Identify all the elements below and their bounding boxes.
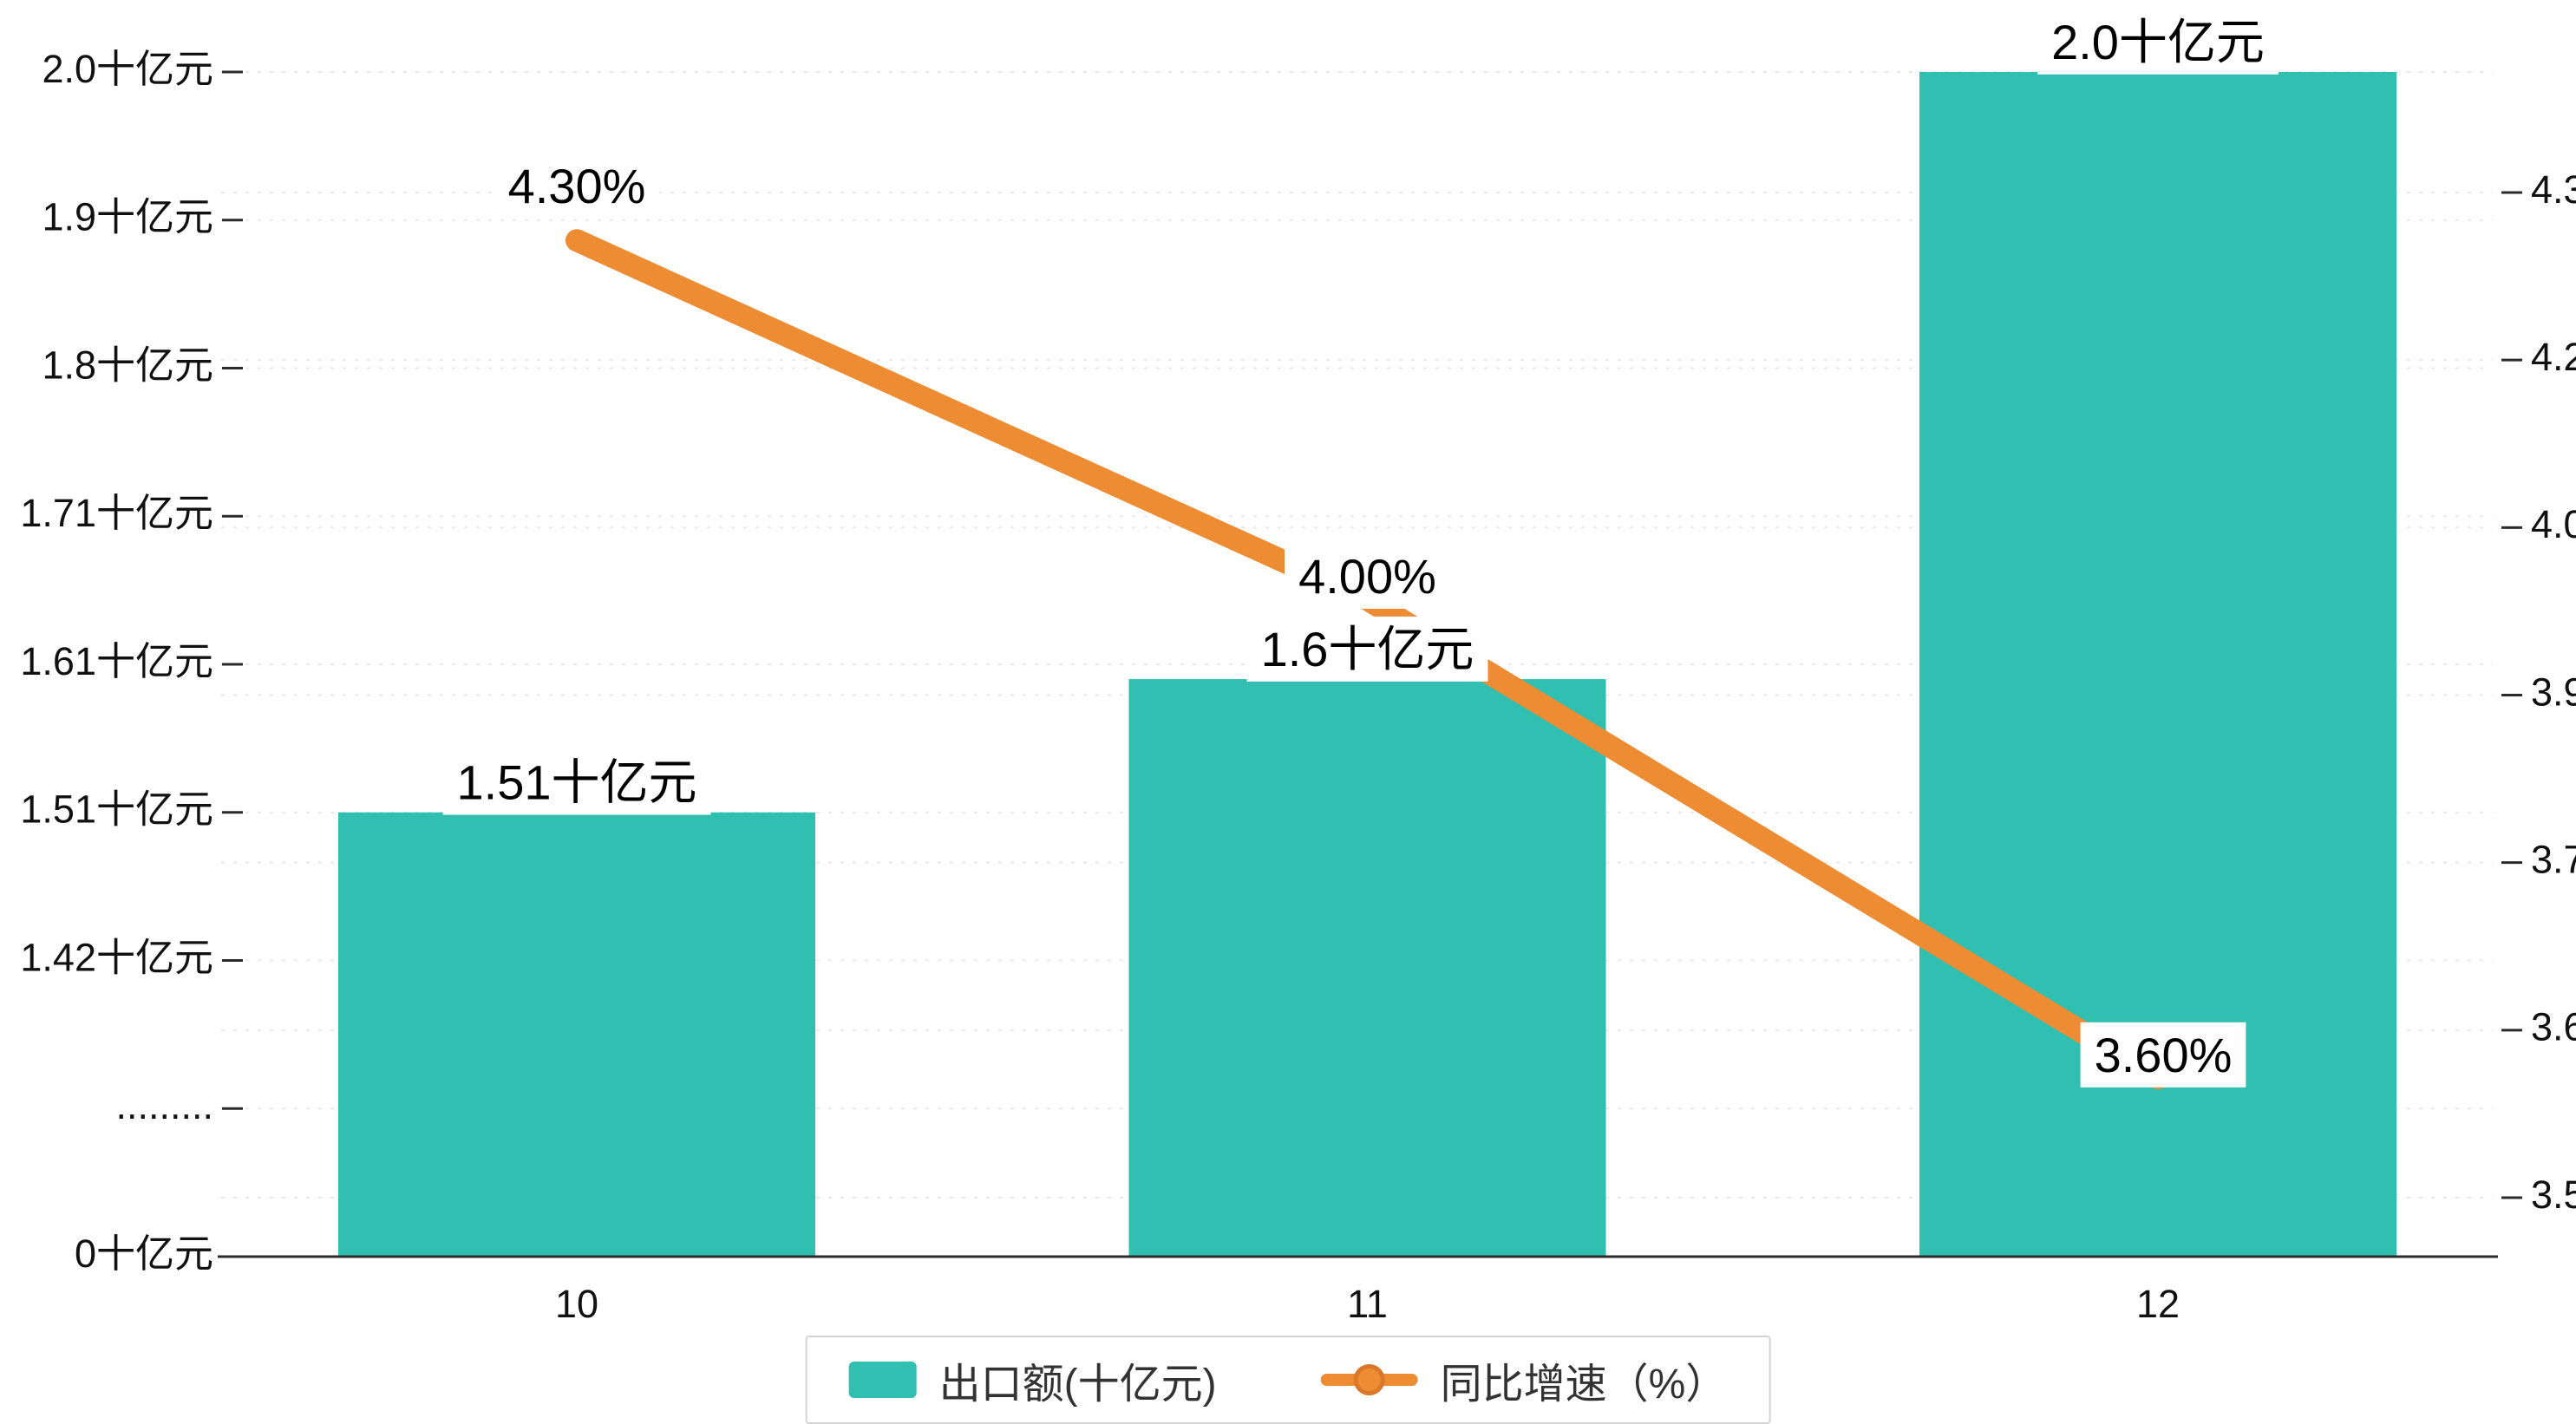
line-label-12-text: 3.60% <box>2095 1028 2233 1082</box>
right-axis-label: 4.34 <box>2531 167 2576 212</box>
bar-series-label: 出口额(十亿元) <box>938 1362 1217 1408</box>
left-axis-label: 0十亿元 <box>75 1231 213 1276</box>
bar-label-10-text: 1.51十亿元 <box>457 755 697 810</box>
right-axis-label: 4.06 <box>2531 502 2576 546</box>
x-axis-label-12: 12 <box>2136 1282 2180 1326</box>
line-label-12: 3.60% <box>2080 1022 2246 1088</box>
line-series-dot-icon <box>1353 1364 1385 1395</box>
line-series-marker <box>1320 1364 1418 1395</box>
x-axis-label-10: 10 <box>555 1282 598 1326</box>
x-axis: 10 11 12 <box>555 1282 2180 1326</box>
right-axis: 4.34 4.20 4.06 3.92 3.78 3.64 3.50 <box>2501 167 2576 1217</box>
right-axis-label: 3.92 <box>2531 670 2576 714</box>
x-axis-label-11: 11 <box>1347 1282 1388 1326</box>
right-axis-label: 3.64 <box>2531 1005 2576 1049</box>
right-axis-label: 4.20 <box>2531 335 2576 379</box>
legend-item-export[interactable]: 出口额(十亿元) <box>848 1349 1217 1410</box>
legend: 出口额(十亿元) 同比增速（%） <box>805 1336 1771 1424</box>
line-label-11: 4.00% <box>1285 543 1450 609</box>
bar-11[interactable] <box>1128 679 1606 1257</box>
bar-label-12-text: 2.0十亿元 <box>2051 15 2265 69</box>
bar-series-swatch <box>848 1362 917 1398</box>
bar-label-11: 1.6十亿元 <box>1246 616 1488 682</box>
right-axis-label: 3.78 <box>2531 838 2576 882</box>
left-axis-label: 1.71十亿元 <box>20 491 213 535</box>
left-axis-label: 2.0十亿元 <box>42 47 213 91</box>
bar-label-10: 1.51十亿元 <box>442 749 711 815</box>
bar-label-11-text: 1.6十亿元 <box>1261 622 1474 676</box>
line-label-12-bg <box>2080 1022 2246 1088</box>
line-label-11-bg <box>1285 543 1450 609</box>
bar-label-11-bg <box>1246 616 1488 682</box>
bar-label-12: 2.0十亿元 <box>2037 9 2279 75</box>
right-axis-label: 3.50 <box>2531 1173 2576 1217</box>
bar-label-10-bg <box>442 749 711 815</box>
left-axis-label: 1.42十亿元 <box>20 935 213 979</box>
legend-item-growth[interactable]: 同比增速（%） <box>1320 1349 1728 1410</box>
left-axis-label: 1.8十亿元 <box>42 343 213 387</box>
line-label-11-text: 4.00% <box>1298 549 1436 604</box>
left-axis-label: 1.51十亿元 <box>20 787 213 832</box>
line-label-10: 4.30% <box>494 153 660 219</box>
line-series-label: 同比增速（%） <box>1440 1362 1728 1408</box>
bar-label-12-bg <box>2037 9 2279 75</box>
left-axis-label: 1.9十亿元 <box>42 195 213 239</box>
left-axis: 2.0十亿元 1.9十亿元 1.8十亿元 1.71十亿元 1.61十亿元 1.51十亿元 1… <box>20 47 243 1276</box>
line-label-10-text: 4.30% <box>508 159 646 213</box>
bar-10[interactable] <box>338 812 815 1257</box>
left-axis-label: 1.61十亿元 <box>20 639 213 683</box>
left-axis-label: ......... <box>115 1083 213 1127</box>
line-label-10-bg <box>494 153 660 219</box>
